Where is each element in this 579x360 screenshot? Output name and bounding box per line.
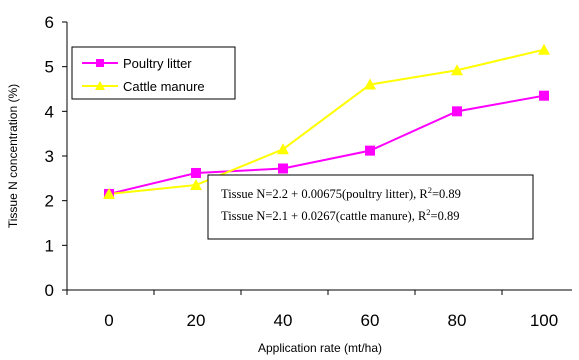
series-layer — [103, 43, 550, 199]
data-point-poultry-litter — [278, 163, 288, 174]
equation-poultry-litter: Tissue N=2.2 + 0.00675(poultry litter), … — [221, 185, 461, 201]
data-point-cattle-manure — [190, 179, 202, 191]
data-point-poultry-litter — [452, 106, 462, 117]
x-tick-label: 40 — [274, 311, 293, 330]
x-tick-label: 100 — [530, 311, 558, 330]
x-tick-label: 20 — [187, 311, 206, 330]
legend-box — [71, 46, 236, 100]
data-point-poultry-litter — [365, 145, 375, 156]
data-point-cattle-manure — [277, 143, 289, 155]
legend-marker-poultry-litter — [96, 59, 104, 67]
legend-label-poultry-litter: Poultry litter — [123, 56, 192, 71]
equation-box — [207, 174, 534, 240]
data-point-cattle-manure — [451, 64, 463, 76]
y-tick-label: 2 — [45, 192, 54, 211]
legend-marker-cattle-manure — [95, 81, 105, 90]
y-tick-label: 5 — [45, 58, 54, 77]
series-line-poultry-litter — [108, 94, 545, 195]
y-tick-label: 4 — [45, 102, 54, 121]
x-tick-label: 60 — [361, 311, 380, 330]
y-ticks: 0 1 2 3 4 5 6 — [45, 13, 67, 300]
y-tick-label: 3 — [45, 147, 54, 166]
data-point-poultry-litter — [539, 90, 549, 101]
series-line-cattle-manure — [108, 48, 545, 195]
equation-annotation: Tissue N=2.2 + 0.00675(poultry litter), … — [207, 174, 534, 240]
y-tick-label: 0 — [45, 281, 54, 300]
x-tick-label: 80 — [448, 311, 467, 330]
legend-label-cattle-manure: Cattle manure — [123, 79, 205, 94]
data-point-cattle-manure — [364, 78, 376, 90]
legend: Poultry litter Cattle manure — [71, 46, 236, 100]
y-tick-label: 1 — [45, 236, 54, 255]
data-point-cattle-manure — [538, 43, 550, 55]
equation-cattle-manure: Tissue N=2.1 + 0.0267(cattle manure), R2… — [221, 207, 459, 223]
y-tick-label: 6 — [45, 13, 54, 32]
x-ticks: 0 20 40 60 80 100 — [66, 290, 558, 330]
y-axis-label: Tissue N concentration (%) — [6, 84, 20, 228]
data-point-poultry-litter — [191, 167, 201, 178]
x-tick-label: 0 — [104, 311, 113, 330]
data-point-cattle-manure — [103, 187, 115, 199]
x-axis-label: Application rate (mt/ha) — [258, 341, 382, 355]
